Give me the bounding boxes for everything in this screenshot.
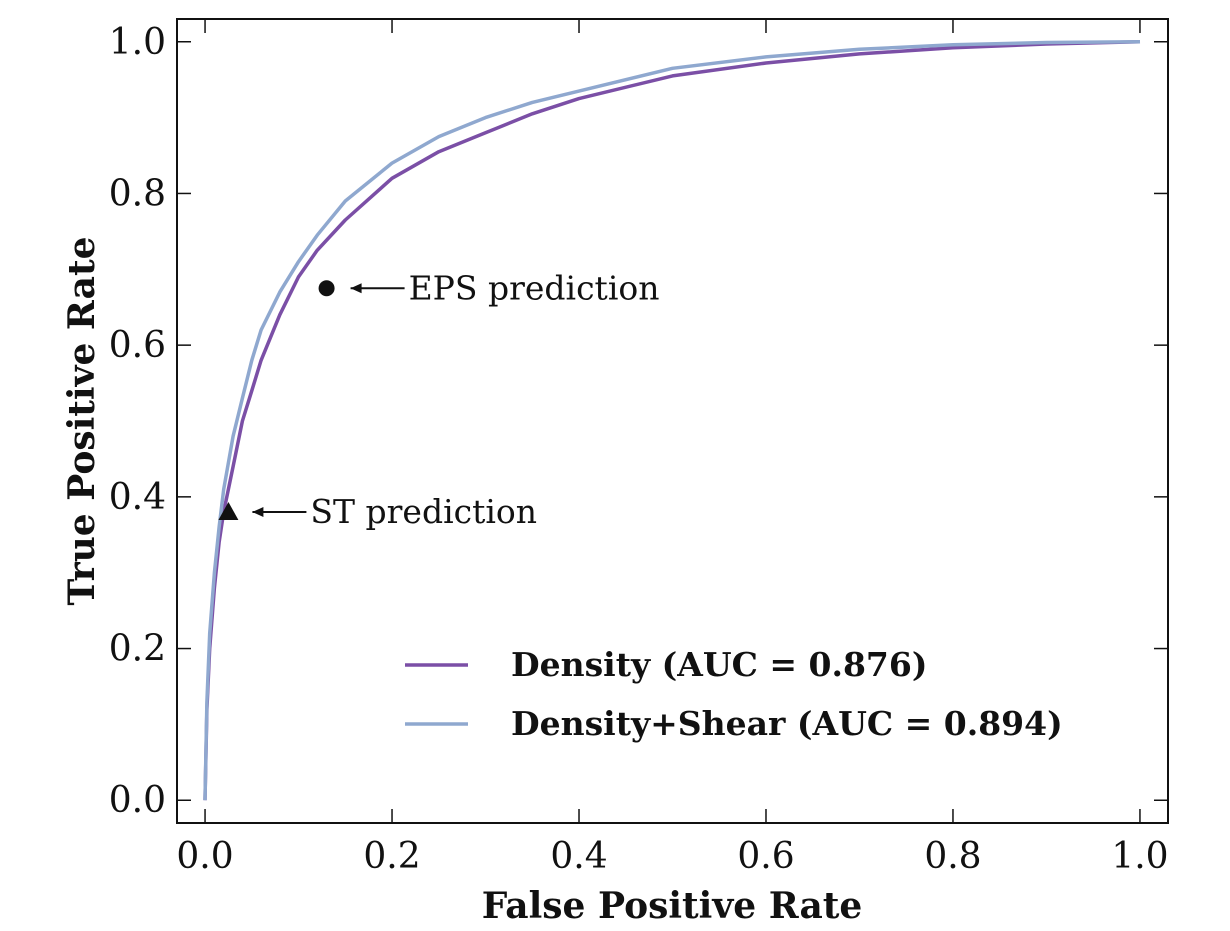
point-layer: EPS prediction ST prediction [218,268,660,531]
y-tick-label: 0.8 [109,173,166,214]
y-tick-label: 1.0 [109,22,166,63]
st-prediction-marker [218,502,239,521]
x-tick-label: 0.8 [924,836,981,877]
x-tick-label: 0.6 [737,836,794,877]
annotation-arrow-head [350,283,362,294]
x-tick-label: 0.2 [363,836,420,877]
tick-layer: 0.0 0.2 0.4 0.6 0.8 1.0 0.0 0.2 0.4 0.6 0.8 1.0 [109,19,1169,877]
annotation-label: ST prediction [310,492,537,531]
legend: Density (AUC = 0.876) Density+Shear (AUC … [405,645,1063,743]
annotation-label: EPS prediction [409,268,660,307]
y-tick-label: 0.6 [109,325,166,366]
y-axis-label: True Positive Rate [61,236,103,605]
legend-label: Density (AUC = 0.876) [511,645,927,684]
x-tick-label: 0.0 [176,836,233,877]
plot-frame [176,18,1169,824]
y-tick-label: 0.0 [109,780,166,821]
x-tick-label: 0.4 [550,836,607,877]
y-tick-label: 0.2 [109,629,166,670]
series-line-1 [203,40,1141,801]
x-tick-label: 1.0 [1111,836,1168,877]
annotation-arrow-head [252,507,264,518]
x-axis-label: False Positive Rate [482,885,863,927]
series-layer [203,40,1141,801]
y-tick-label: 0.4 [109,477,166,518]
legend-label: Density+Shear (AUC = 0.894) [511,704,1063,743]
eps-prediction-marker [318,280,335,297]
